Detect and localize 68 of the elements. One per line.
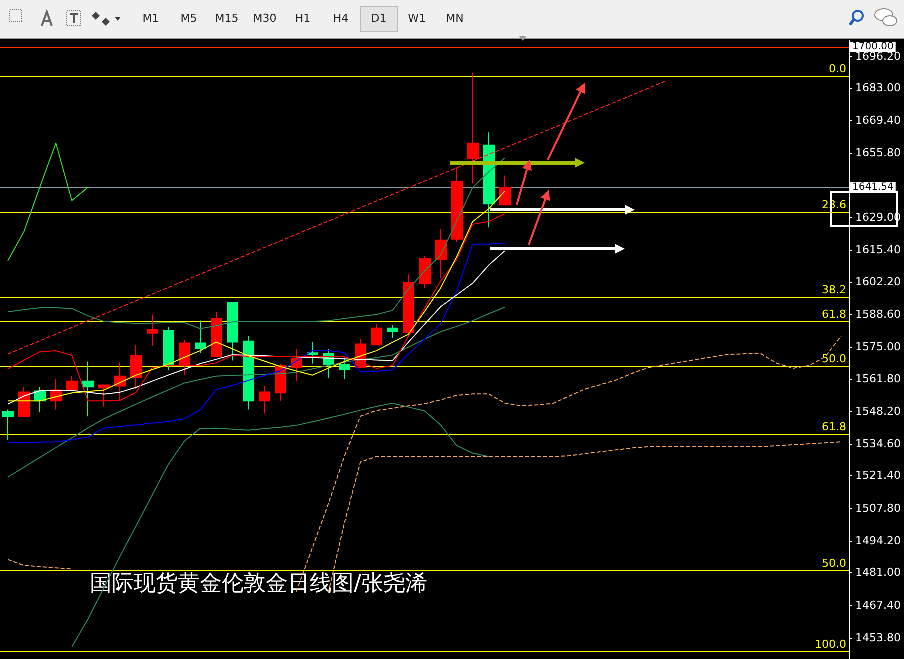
candlestick xyxy=(403,274,414,333)
line-series xyxy=(8,559,73,570)
candlestick xyxy=(259,386,270,414)
candlestick xyxy=(435,229,447,279)
candlestick xyxy=(483,132,495,228)
text: H4 xyxy=(332,11,350,27)
line-series xyxy=(8,307,506,478)
text: M30 xyxy=(252,11,278,27)
candlestick xyxy=(163,326,174,372)
candlestick xyxy=(211,311,222,358)
y-tick-label: 1655.80 xyxy=(856,146,902,160)
annotation: 50.0 xyxy=(822,556,846,570)
annotation: 61.8 xyxy=(822,308,846,322)
line-series xyxy=(8,81,666,355)
candlestick xyxy=(387,325,398,339)
y-tick-label: 1561.80 xyxy=(856,372,902,386)
y-tick-label: 1602.20 xyxy=(856,275,902,288)
y-tick-label: 1453.80 xyxy=(856,631,902,644)
text: W1 xyxy=(407,11,427,27)
annotation: 61.8 xyxy=(822,420,846,434)
candlestick xyxy=(371,324,382,346)
y-tick-label: 1615.40 xyxy=(856,244,902,257)
text: M1 xyxy=(142,11,160,27)
line-series xyxy=(8,158,506,330)
y-tick-label: 1669.40 xyxy=(856,114,902,128)
candlestick xyxy=(227,301,238,362)
y-tick-label: 1494.20 xyxy=(856,534,902,548)
candlestick xyxy=(82,361,94,418)
candlestick xyxy=(66,376,78,391)
y-tick-label: 1683.00 xyxy=(856,81,902,94)
line-series xyxy=(72,402,490,648)
annotation: 38.2 xyxy=(822,284,846,297)
ref-line-label: 1700.00 xyxy=(852,42,894,53)
y-tick-label: 1548.20 xyxy=(856,404,902,418)
y-tick-label: 1481.00 xyxy=(856,566,902,580)
candlestick xyxy=(243,336,254,410)
candlestick xyxy=(419,256,431,289)
y-tick-label: 1588.60 xyxy=(856,308,902,321)
y-tick-label: 1467.40 xyxy=(856,598,902,612)
y-tick-label: 1534.60 xyxy=(856,438,902,451)
candlestick xyxy=(18,386,30,418)
y-tick-label: 1507.80 xyxy=(856,502,902,515)
candlestick xyxy=(467,72,479,184)
candlestick xyxy=(307,342,318,364)
candlestick xyxy=(451,167,463,243)
text: H1 xyxy=(294,11,312,27)
line-series xyxy=(8,250,506,405)
candlestick xyxy=(195,320,206,354)
candlestick xyxy=(130,344,142,390)
annotation: 50.0 xyxy=(822,352,846,366)
y-tick-label: 1575.00 xyxy=(856,340,902,354)
text: M5 xyxy=(180,11,198,27)
ref-line-label: 1641.54 xyxy=(852,182,894,193)
text: D1 xyxy=(360,6,398,32)
annotation: 100.0 xyxy=(815,638,846,652)
candlestick xyxy=(499,175,511,206)
candlestick xyxy=(179,340,190,376)
candlestick xyxy=(2,409,14,441)
candlestick xyxy=(291,348,302,382)
annotation: 0.0 xyxy=(829,62,846,76)
text: MN xyxy=(445,11,465,27)
line-series xyxy=(8,142,89,262)
candlestick xyxy=(339,357,350,380)
text: 国际现货黄金伦敦金日线图/张尧浠 xyxy=(90,572,428,596)
text: M15 xyxy=(214,11,240,27)
line-series xyxy=(8,242,506,444)
candlestick xyxy=(147,314,158,347)
y-tick-label: 1521.40 xyxy=(856,469,902,482)
